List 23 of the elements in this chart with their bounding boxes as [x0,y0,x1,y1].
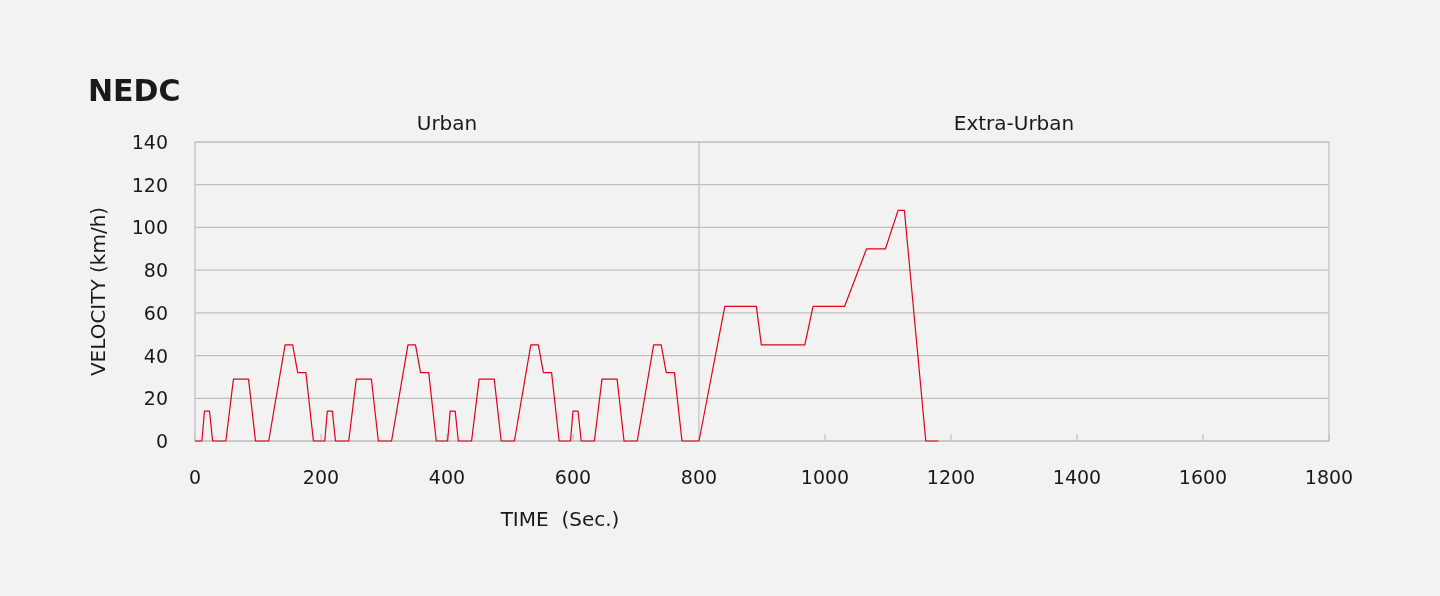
x-tick-label: 600 [554,466,592,488]
x-tick-label: 200 [302,466,340,488]
y-tick-label: 60 [143,301,168,324]
x-tick-label: 1800 [1304,466,1354,488]
y-axis-title: VELOCITY (km/h) [86,206,110,377]
x-tick-label: 1600 [1178,466,1228,488]
x-tick-label: 800 [680,466,718,488]
y-tick-label: 140 [131,131,168,153]
x-axis-title: TIME (Sec.) [499,507,620,531]
x-tick-label: 1000 [800,466,850,488]
x-tick-label: 400 [428,466,466,488]
x-tick-label: 1200 [926,466,976,488]
text: Extra-Urban [953,111,1075,135]
y-tick-label: 100 [131,216,168,239]
y-tick-label: 80 [143,259,168,282]
y-tick-label: 40 [143,344,168,367]
x-tick-label: 1400 [1052,466,1102,488]
y-tick-label: 0 [155,430,168,452]
text: Urban [416,111,478,135]
y-tick-label: 120 [131,173,168,196]
y-tick-label: 20 [143,387,168,410]
chart-title: NEDC [88,73,181,108]
x-tick-label: 0 [188,466,202,488]
